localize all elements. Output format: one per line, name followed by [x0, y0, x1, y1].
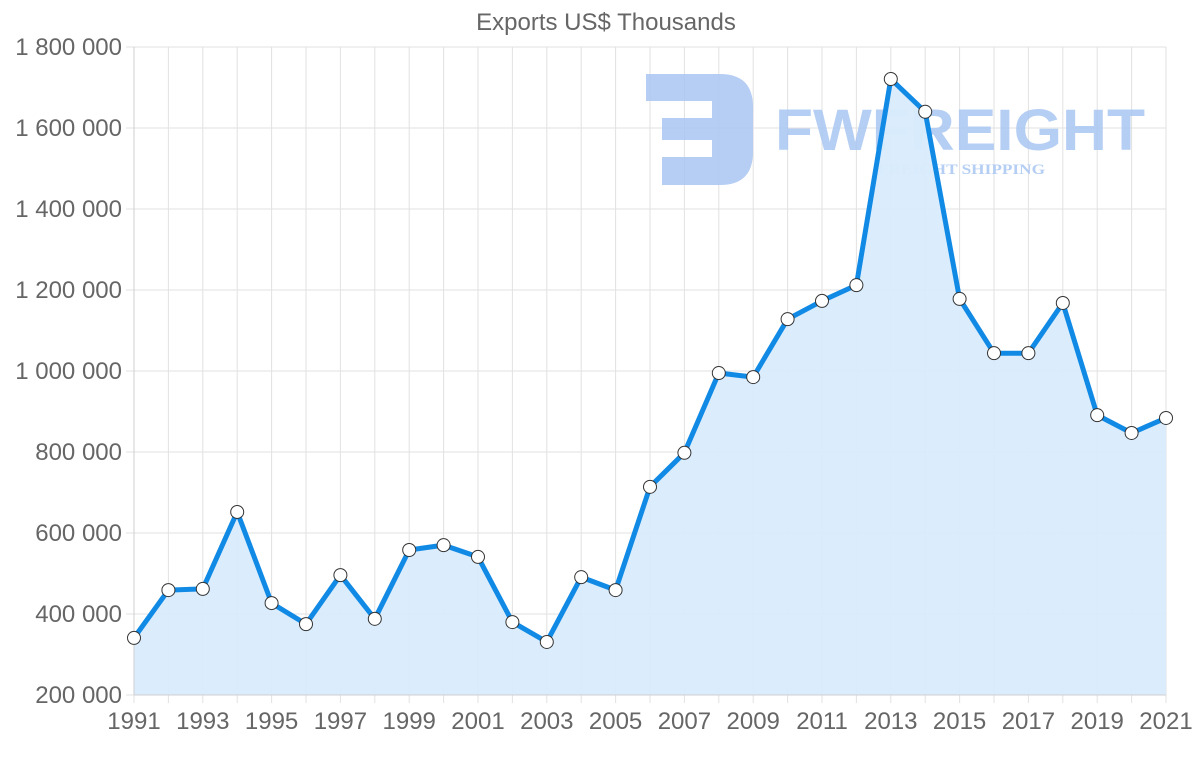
data-point[interactable] [643, 479, 657, 494]
data-point[interactable] [195, 581, 210, 596]
x-tick-label: 2005 [589, 708, 642, 735]
data-point[interactable] [230, 504, 245, 519]
x-tick-label: 1999 [383, 708, 436, 735]
x-tick-label: 2017 [1002, 708, 1055, 735]
data-point[interactable] [987, 346, 1001, 361]
data-point[interactable] [402, 543, 417, 558]
data-points [127, 71, 1173, 649]
y-tick-label: 1 800 000 [15, 34, 122, 61]
data-point[interactable] [367, 611, 382, 626]
data-point[interactable] [1159, 410, 1173, 425]
data-point[interactable] [780, 312, 795, 327]
data-point[interactable] [1021, 346, 1036, 361]
y-tick-label: 1 400 000 [15, 196, 122, 223]
x-tick-label: 1995 [245, 708, 298, 735]
y-tick-label: 1 200 000 [15, 277, 122, 304]
y-tick-label: 800 000 [35, 439, 122, 466]
data-point[interactable] [574, 570, 589, 585]
data-point[interactable] [918, 104, 933, 119]
x-tick-label: 2015 [933, 708, 986, 735]
x-tick-label: 2003 [520, 708, 573, 735]
x-tick-label: 2007 [658, 708, 711, 735]
x-axis-ticks: 1991 1993 1995 1997 1999 2001 2003 2005 2007 2009… [107, 708, 1192, 735]
data-point[interactable] [883, 71, 898, 86]
y-tick-label: 200 000 [35, 682, 122, 709]
area-fill [134, 79, 1166, 695]
y-tick-label: 400 000 [35, 601, 122, 628]
data-point[interactable] [1055, 295, 1070, 310]
data-point[interactable] [471, 549, 485, 564]
x-tick-label: 2001 [451, 708, 504, 735]
axes [133, 47, 1166, 696]
watermark-brand: FWFREIGHT [775, 98, 1145, 163]
y-tick-label: 600 000 [35, 520, 122, 547]
y-tick-label: 1 600 000 [15, 115, 122, 142]
data-point[interactable] [127, 630, 141, 645]
data-point[interactable] [161, 583, 176, 598]
data-point[interactable] [299, 617, 313, 632]
x-tick-label: 2021 [1139, 708, 1192, 735]
data-point[interactable] [608, 583, 623, 598]
x-tick-label: 2011 [796, 708, 848, 735]
x-tick-label: 1991 [107, 708, 160, 735]
data-point[interactable] [952, 291, 967, 306]
data-point[interactable] [746, 370, 761, 385]
data-point[interactable] [677, 445, 692, 460]
x-tick-label: 2009 [727, 708, 780, 735]
data-point[interactable] [333, 568, 348, 583]
data-point[interactable] [1090, 408, 1105, 423]
data-point[interactable] [264, 596, 279, 611]
data-point[interactable] [539, 634, 554, 649]
data-point[interactable] [436, 538, 451, 553]
data-point[interactable] [849, 278, 864, 293]
y-axis-ticks: 200 000 400 000 600 000 800 000 1 000 000 1 2… [15, 34, 122, 709]
fwfreight-logo-icon [646, 74, 753, 185]
x-tick-label: 1997 [314, 708, 367, 735]
chart-title: Exports US$ Thousands [476, 9, 736, 36]
data-point[interactable] [815, 293, 829, 308]
data-point[interactable] [1124, 425, 1139, 440]
data-point[interactable] [505, 615, 520, 630]
data-point[interactable] [711, 366, 726, 381]
x-tick-label: 2013 [864, 708, 917, 735]
y-tick-label: 1 000 000 [15, 358, 122, 385]
x-tick-label: 1993 [176, 708, 229, 735]
x-tick-label: 2019 [1071, 708, 1124, 735]
